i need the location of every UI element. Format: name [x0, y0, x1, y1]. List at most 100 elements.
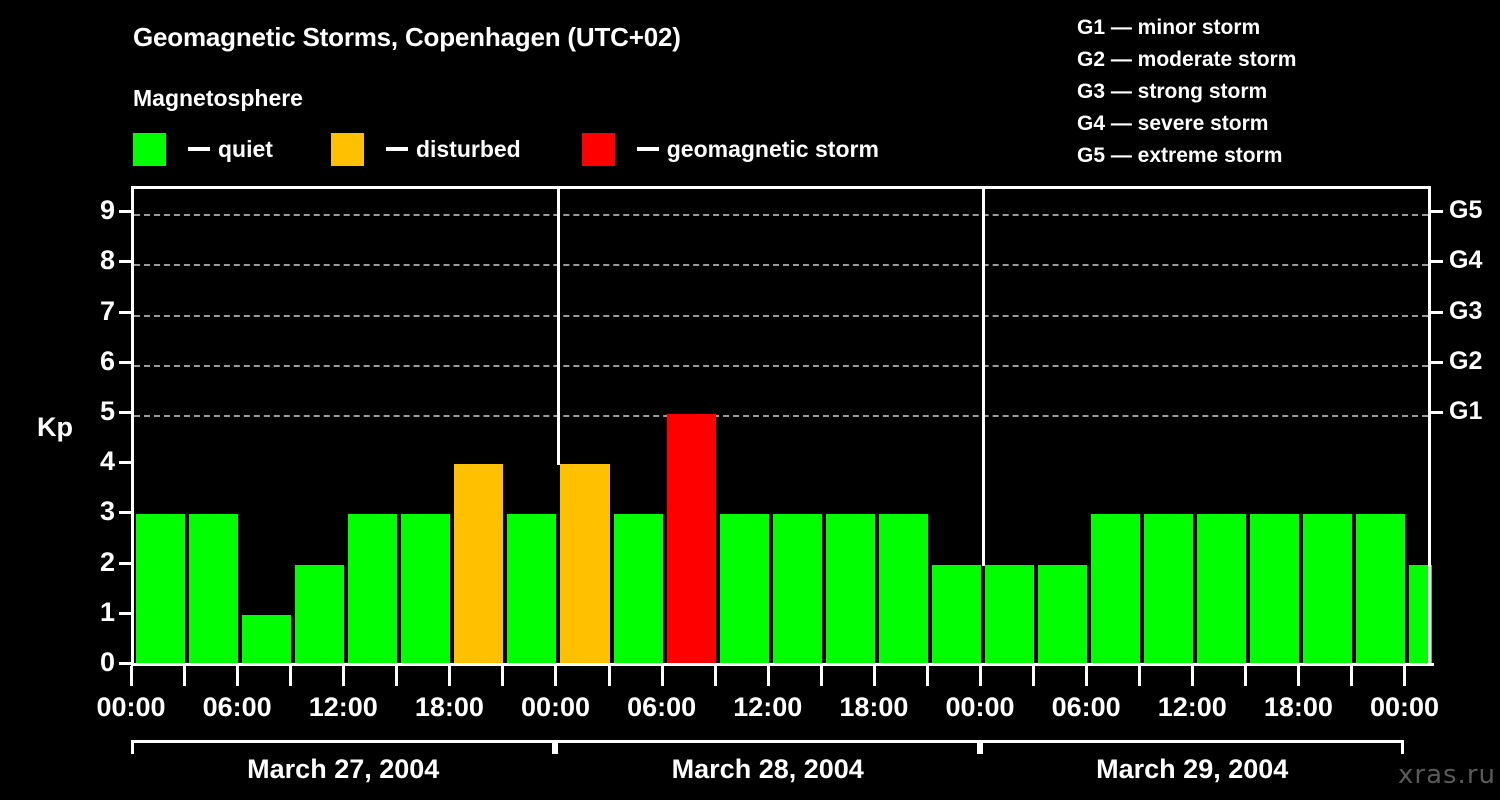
x-axis-tick-label: 00:00: [96, 692, 166, 722]
x-axis-tick: [1138, 666, 1142, 686]
bar: [136, 514, 186, 665]
legend-dash-icon: [636, 147, 659, 151]
bar: [666, 413, 716, 665]
y-axis-tick: [119, 611, 131, 615]
x-axis-tick: [395, 666, 399, 686]
page-title: Geomagnetic Storms, Copenhagen (UTC+02): [133, 22, 681, 52]
y-axis-tick: [119, 210, 131, 214]
bar: [772, 514, 822, 665]
x-axis-tick: [713, 666, 717, 686]
x-axis-tick: [183, 666, 187, 686]
bar: [1144, 514, 1194, 665]
x-axis-tick: [1085, 666, 1089, 686]
bar: [825, 514, 875, 665]
x-axis-tick-label: 12:00: [1157, 692, 1227, 722]
x-axis-tick: [660, 666, 664, 686]
plot-inner: [134, 189, 1432, 665]
bar: [242, 614, 292, 665]
x-axis-tick-label: 12:00: [733, 692, 803, 722]
x-axis-tick: [1244, 666, 1248, 686]
y-axis-tick-label: 6: [99, 345, 115, 376]
bar: [507, 514, 557, 665]
x-axis-tick: [289, 666, 293, 686]
day-bracket: [979, 740, 1405, 754]
x-axis-tick: [766, 666, 770, 686]
day-bracket: [555, 740, 980, 754]
chart-subtitle: Magnetosphere: [133, 85, 303, 111]
y-axis-tick-label: 5: [99, 395, 115, 426]
x-axis-tick-label: 06:00: [1051, 692, 1121, 722]
bar: [295, 564, 345, 665]
g-axis-tick-label: G3: [1449, 296, 1483, 325]
bar: [931, 564, 981, 665]
bar-series: [134, 189, 1432, 665]
y-axis-tick-label: 3: [99, 496, 115, 527]
watermark: xras.ru: [1398, 760, 1496, 790]
y-axis-title: Kp: [37, 412, 73, 442]
gridline: [134, 214, 1428, 217]
y-axis-tick-label: 1: [99, 596, 115, 627]
y-axis-tick: [119, 410, 131, 414]
x-axis-tick: [1191, 666, 1195, 686]
x-axis-tick: [236, 666, 240, 686]
x-axis-tick: [819, 666, 823, 686]
legend-entry: geomagnetic storm: [581, 131, 879, 167]
y-axis-tick-label: 4: [99, 446, 115, 477]
g-axis-tick: [1431, 260, 1443, 264]
x-axis-tick: [1297, 666, 1301, 686]
y-axis-tick: [119, 260, 131, 264]
y-axis-tick-label: 0: [99, 647, 115, 677]
x-axis-tick: [925, 666, 929, 686]
day-bracket-label: March 28, 2004: [671, 754, 864, 784]
right-axis-line: [1428, 186, 1431, 665]
y-axis-tick: [119, 360, 131, 364]
g-axis-tick: [1431, 410, 1443, 414]
bar: [454, 464, 504, 665]
x-axis-tick-label: 00:00: [520, 692, 591, 722]
x-axis-tick-label: 06:00: [627, 692, 697, 722]
bar: [1197, 514, 1247, 665]
legend-label: quiet: [218, 135, 273, 162]
x-axis-tick: [978, 666, 982, 686]
g-legend-row: G2 — moderate storm: [1077, 48, 1297, 71]
g-axis-tick-label: G4: [1449, 246, 1483, 275]
x-axis-tick: [872, 666, 876, 686]
legend-entry: disturbed: [330, 131, 521, 167]
bar: [189, 514, 239, 665]
legend-dash-icon: [188, 147, 210, 151]
g-legend-row: G5 — extreme storm: [1077, 144, 1283, 167]
x-axis-tick: [607, 666, 611, 686]
bar: [1409, 564, 1432, 665]
gridline: [134, 414, 1428, 417]
color-legend: quiet disturbed geomagnetic storm: [133, 131, 879, 167]
x-axis-tick-label: 18:00: [839, 692, 909, 722]
x-axis-tick-label: 18:00: [1263, 692, 1333, 722]
day-separator: [557, 189, 561, 466]
gridline: [134, 314, 1428, 317]
bar: [1038, 564, 1088, 665]
bar: [401, 514, 451, 665]
disturbed-swatch: [330, 132, 364, 166]
g-axis-tick-label: G2: [1449, 346, 1483, 375]
legend-label: disturbed: [415, 135, 521, 162]
bar: [984, 564, 1035, 665]
bar: [348, 514, 398, 665]
bar: [1091, 514, 1141, 665]
bar: [878, 514, 928, 665]
g-axis-tick: [1431, 210, 1443, 214]
x-axis-tick: [1032, 666, 1036, 686]
legend-label: geomagnetic storm: [666, 135, 879, 162]
g-legend-row: G3 — strong storm: [1077, 80, 1268, 103]
day-separator: [981, 189, 985, 566]
legend-entry: quiet: [133, 131, 273, 167]
x-axis-tick: [448, 666, 452, 686]
x-axis-tick-label: 12:00: [308, 692, 378, 722]
g-axis-tick: [1431, 360, 1443, 364]
x-axis-tick-label: 00:00: [1369, 692, 1439, 722]
x-axis-tick: [342, 666, 346, 686]
plot-area: [131, 186, 1432, 665]
x-axis-tick-label: 06:00: [202, 692, 272, 722]
x-axis-tick: [554, 666, 558, 686]
y-axis-tick-label: 2: [99, 546, 115, 577]
y-axis-tick-label: 8: [99, 245, 115, 276]
